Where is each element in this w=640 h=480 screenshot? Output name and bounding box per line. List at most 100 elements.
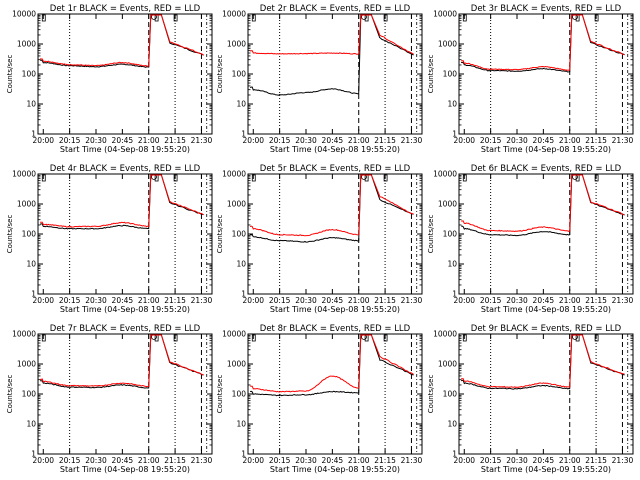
- y-tick-label: 10000: [433, 170, 457, 179]
- plot-frame: [458, 333, 634, 455]
- plot-frame: [37, 333, 213, 455]
- y-tick-label: 10: [26, 260, 36, 269]
- flag-marker: [383, 174, 388, 182]
- flag-marker: [173, 334, 178, 342]
- y-axis-label: Counts/sec: [427, 55, 435, 94]
- panel-6: Det 6r BLACK = Events, RED = LLD 1 10 100 10…: [427, 164, 634, 314]
- lld-series-line: [249, 174, 414, 237]
- x-axis-label: Start Time (04-Sep-08 19:55:20): [270, 305, 400, 314]
- y-tick-label: 100: [443, 70, 458, 79]
- y-tick-label: 10: [236, 260, 246, 269]
- x-tick-label: 21:30: [401, 456, 423, 465]
- x-tick-label: 21:15: [585, 136, 607, 145]
- x-tick-label: 21:30: [612, 136, 634, 145]
- y-tick-label: 10: [26, 420, 36, 429]
- y-tick-label: 10000: [12, 330, 36, 339]
- flag-marker: [462, 334, 467, 342]
- y-tick-label: 10000: [222, 10, 246, 19]
- lld-series-line: [461, 174, 625, 233]
- x-tick-label: 20:45: [322, 296, 344, 305]
- flag-marker: [462, 14, 467, 22]
- x-axis-label: Start Time (04-Sep-08 19:55:20): [60, 305, 190, 314]
- panel-9: Det 9r BLACK = Events, RED = LLD 1 10 100 10…: [427, 324, 634, 474]
- panel-2: Det 2r BLACK = Events, RED = LLD 1 10 100 10…: [216, 4, 423, 154]
- x-tick-label: 20:00: [453, 296, 475, 305]
- panel-title: Det 6r BLACK = Events, RED = LLD: [471, 164, 622, 174]
- panel-title: Det 3r BLACK = Events, RED = LLD: [471, 4, 622, 14]
- flag-marker: [173, 174, 178, 182]
- x-tick-label: 20:00: [32, 136, 54, 145]
- x-tick-label: 20:00: [242, 456, 264, 465]
- y-tick-label: 10000: [12, 10, 36, 19]
- x-tick-label: 21:15: [164, 136, 186, 145]
- y-tick-label: 100: [22, 230, 37, 239]
- y-axis-label: Counts/sec: [6, 375, 14, 414]
- y-axis-label: Counts/sec: [216, 375, 224, 414]
- flag-marker: [383, 334, 388, 342]
- x-tick-label: 20:15: [269, 136, 291, 145]
- y-axis-label: Counts/sec: [427, 215, 435, 254]
- panel-8: Det 8r BLACK = Events, RED = LLD 1 10 100 10…: [216, 324, 423, 474]
- y-tick-label: 1000: [438, 200, 457, 209]
- x-axis-label: Start Time (04-Sep-08 19:55:20): [481, 145, 611, 154]
- lld-series-line: [39, 14, 204, 67]
- x-tick-label: 20:45: [112, 136, 134, 145]
- flag-marker: [383, 14, 388, 22]
- flag-marker: [462, 174, 467, 182]
- x-tick-label: 21:00: [559, 296, 581, 305]
- x-tick-label: 21:15: [374, 456, 396, 465]
- events-series-line: [249, 174, 414, 243]
- x-tick-label: 21:30: [191, 456, 213, 465]
- panel-title: Det 2r BLACK = Events, RED = LLD: [260, 4, 411, 14]
- x-tick-label: 20:15: [480, 456, 502, 465]
- lld-series-line: [250, 14, 414, 55]
- panel-7: Det 7r BLACK = Events, RED = LLD 1 10 100 10…: [6, 324, 213, 474]
- flag-marker: [251, 14, 256, 22]
- x-axis-label: Start Time (04-Sep-09 19:55:20): [481, 465, 611, 474]
- y-tick-label: 100: [22, 390, 37, 399]
- y-tick-label: 1: [241, 450, 246, 459]
- x-tick-label: 20:15: [269, 456, 291, 465]
- y-tick-label: 1: [452, 130, 457, 139]
- lld-series-line: [461, 334, 625, 388]
- panel-title: Det 8r BLACK = Events, RED = LLD: [260, 324, 411, 334]
- x-axis-label: Start Time (04-Sep-08 19:55:20): [481, 305, 611, 314]
- y-tick-label: 1: [241, 130, 246, 139]
- y-tick-label: 10: [236, 100, 246, 109]
- lld-series-line: [40, 174, 204, 228]
- flag-marker: [173, 14, 178, 22]
- x-tick-label: 20:30: [85, 296, 107, 305]
- flag-marker: [594, 14, 599, 22]
- x-tick-label: 20:00: [242, 296, 264, 305]
- x-tick-label: 21:15: [164, 456, 186, 465]
- x-tick-label: 20:45: [112, 296, 134, 305]
- y-tick-label: 100: [22, 70, 37, 79]
- x-tick-label: 21:30: [401, 296, 423, 305]
- x-tick-label: 21:00: [138, 456, 160, 465]
- panel-title: Det 5r BLACK = Events, RED = LLD: [260, 164, 411, 174]
- x-tick-label: 20:00: [453, 456, 475, 465]
- y-axis-label: Counts/sec: [427, 375, 435, 414]
- flag-marker: [41, 174, 46, 182]
- y-tick-label: 10000: [433, 330, 457, 339]
- x-tick-label: 21:30: [401, 136, 423, 145]
- x-tick-label: 20:45: [322, 136, 344, 145]
- flag-marker: [251, 174, 256, 182]
- y-axis-label: Counts/sec: [216, 215, 224, 254]
- y-tick-label: 100: [443, 390, 458, 399]
- x-tick-label: 20:00: [32, 456, 54, 465]
- x-tick-label: 20:45: [533, 136, 555, 145]
- y-tick-label: 1: [241, 290, 246, 299]
- y-tick-label: 1000: [227, 40, 246, 49]
- plot-frame: [458, 13, 634, 135]
- x-tick-label: 20:00: [32, 296, 54, 305]
- x-tick-label: 20:30: [85, 456, 107, 465]
- y-tick-label: 10: [447, 420, 457, 429]
- y-tick-label: 10000: [12, 170, 36, 179]
- y-axis-label: Counts/sec: [6, 215, 14, 254]
- panel-title: Det 9r BLACK = Events, RED = LLD: [471, 324, 622, 334]
- y-tick-label: 100: [443, 230, 458, 239]
- x-tick-label: 21:15: [585, 456, 607, 465]
- panel-3: Det 3r BLACK = Events, RED = LLD 1 10 100 10…: [427, 4, 634, 154]
